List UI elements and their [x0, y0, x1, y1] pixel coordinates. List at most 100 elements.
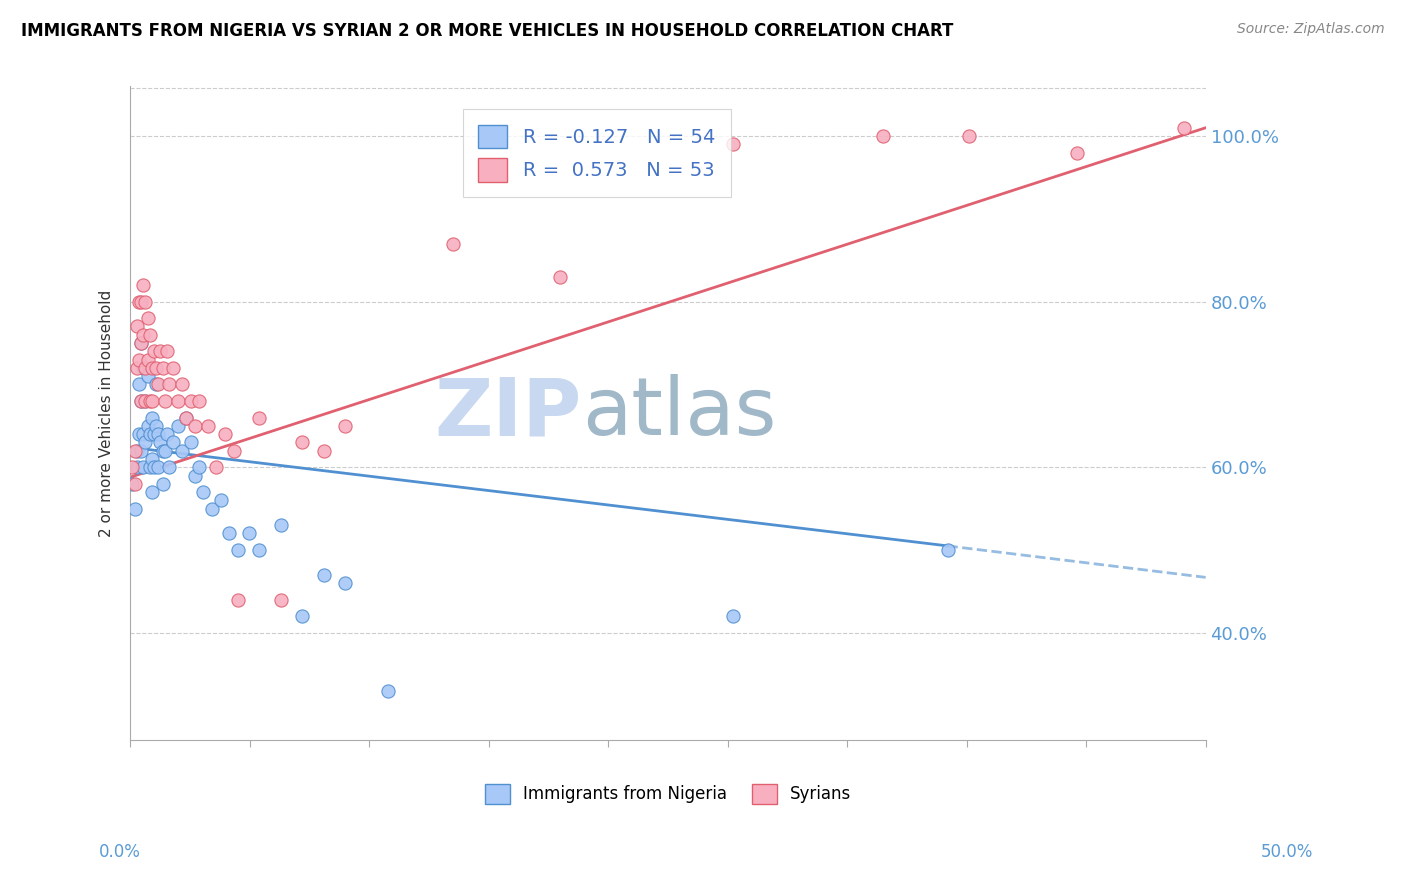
- Point: [125, 360, 148, 375]
- Point: [141, 394, 163, 409]
- Point: [180, 394, 202, 409]
- Point: [143, 460, 166, 475]
- Point: [132, 460, 155, 475]
- Point: [124, 443, 146, 458]
- Point: [162, 360, 184, 375]
- Point: [170, 377, 193, 392]
- Point: [134, 360, 156, 375]
- Point: [218, 526, 240, 541]
- Point: [188, 394, 211, 409]
- Text: Source: ZipAtlas.com: Source: ZipAtlas.com: [1237, 22, 1385, 37]
- Point: [129, 336, 152, 351]
- Point: [134, 435, 156, 450]
- Point: [335, 576, 357, 591]
- Point: [128, 294, 150, 309]
- Point: [141, 360, 163, 375]
- Point: [270, 518, 292, 533]
- Point: [136, 369, 159, 384]
- Point: [936, 543, 959, 558]
- Point: [136, 311, 159, 326]
- Point: [550, 269, 572, 284]
- Point: [141, 452, 163, 467]
- Point: [188, 460, 211, 475]
- Point: [153, 443, 176, 458]
- Point: [132, 360, 155, 375]
- Point: [132, 427, 155, 442]
- Point: [148, 427, 170, 442]
- Point: [128, 352, 150, 367]
- Point: [152, 476, 174, 491]
- Point: [149, 435, 172, 450]
- Point: [138, 460, 160, 475]
- Point: [138, 394, 160, 409]
- Text: 50.0%: 50.0%: [1260, 843, 1313, 861]
- Point: [184, 468, 207, 483]
- Point: [166, 394, 188, 409]
- Point: [157, 460, 180, 475]
- Point: [148, 460, 170, 475]
- Legend: Immigrants from Nigeria, Syrians: Immigrants from Nigeria, Syrians: [478, 777, 858, 811]
- Point: [145, 377, 167, 392]
- Point: [124, 476, 146, 491]
- Point: [132, 327, 155, 342]
- Point: [132, 278, 155, 293]
- Point: [143, 427, 166, 442]
- Point: [247, 543, 270, 558]
- Point: [121, 476, 143, 491]
- Point: [124, 501, 146, 516]
- Point: [143, 344, 166, 359]
- Point: [238, 526, 260, 541]
- Point: [226, 543, 249, 558]
- Point: [312, 567, 335, 582]
- Point: [170, 443, 193, 458]
- Point: [136, 418, 159, 433]
- Point: [134, 394, 156, 409]
- Point: [129, 443, 152, 458]
- Point: [141, 410, 163, 425]
- Point: [872, 129, 894, 144]
- Point: [197, 418, 219, 433]
- Point: [270, 592, 292, 607]
- Point: [205, 460, 228, 475]
- Point: [138, 327, 160, 342]
- Point: [134, 294, 156, 309]
- Point: [153, 394, 176, 409]
- Point: [156, 344, 179, 359]
- Point: [121, 460, 143, 475]
- Point: [201, 501, 224, 516]
- Text: ZIP: ZIP: [434, 375, 582, 452]
- Point: [125, 460, 148, 475]
- Point: [441, 236, 464, 251]
- Point: [138, 427, 160, 442]
- Point: [957, 129, 980, 144]
- Point: [180, 435, 202, 450]
- Point: [128, 427, 150, 442]
- Point: [193, 485, 215, 500]
- Y-axis label: 2 or more Vehicles in Household: 2 or more Vehicles in Household: [100, 290, 114, 537]
- Point: [247, 410, 270, 425]
- Point: [128, 377, 150, 392]
- Point: [166, 418, 188, 433]
- Point: [174, 410, 197, 425]
- Text: IMMIGRANTS FROM NIGERIA VS SYRIAN 2 OR MORE VEHICLES IN HOUSEHOLD CORRELATION CH: IMMIGRANTS FROM NIGERIA VS SYRIAN 2 OR M…: [21, 22, 953, 40]
- Point: [184, 418, 207, 433]
- Point: [157, 377, 180, 392]
- Point: [136, 352, 159, 367]
- Text: atlas: atlas: [582, 375, 776, 452]
- Point: [291, 609, 314, 624]
- Point: [291, 435, 314, 450]
- Point: [152, 360, 174, 375]
- Point: [222, 443, 245, 458]
- Text: 0.0%: 0.0%: [98, 843, 141, 861]
- Point: [145, 360, 167, 375]
- Point: [312, 443, 335, 458]
- Point: [129, 336, 152, 351]
- Point: [129, 394, 152, 409]
- Point: [174, 410, 197, 425]
- Point: [226, 592, 249, 607]
- Point: [148, 377, 170, 392]
- Point: [377, 683, 399, 698]
- Point: [214, 427, 236, 442]
- Point: [129, 394, 152, 409]
- Point: [1066, 145, 1088, 160]
